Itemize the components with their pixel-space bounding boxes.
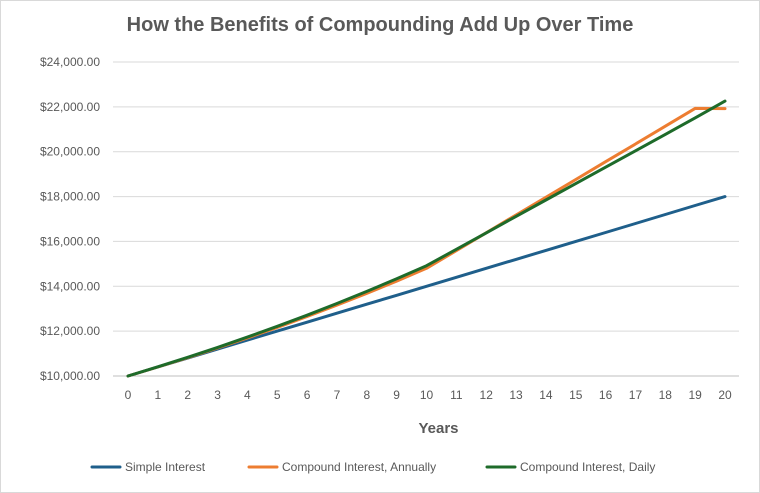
legend-label: Compound Interest, Daily xyxy=(520,460,655,474)
series-line-daily xyxy=(126,99,727,378)
gridlines xyxy=(113,61,739,332)
x-tick-label: 19 xyxy=(688,388,702,402)
x-tick-label: 6 xyxy=(304,388,311,402)
x-tick-label: 13 xyxy=(509,388,523,402)
x-tick-label: 16 xyxy=(599,388,613,402)
series-lines xyxy=(126,99,727,378)
x-tick-label: 11 xyxy=(450,388,463,402)
x-tick-label: 15 xyxy=(569,388,583,402)
x-tick-label: 2 xyxy=(184,388,191,402)
y-tick-label: $24,000.00 xyxy=(40,55,100,69)
chart-title: How the Benefits of Compounding Add Up O… xyxy=(126,14,634,36)
y-tick-label: $22,000.00 xyxy=(40,100,100,114)
legend-label: Simple Interest xyxy=(125,460,206,474)
series-line-annual xyxy=(126,106,727,378)
x-tick-label: 5 xyxy=(274,388,281,402)
y-axis-tick-labels: $10,000.00 $12,000.00 $14,000.00 $16,000.00… xyxy=(40,55,100,383)
x-tick-label: 8 xyxy=(363,388,370,402)
y-tick-label: $20,000.00 xyxy=(40,145,100,159)
y-tick-label: $10,000.00 xyxy=(40,369,100,383)
x-tick-label: 9 xyxy=(393,388,400,402)
legend: Simple Interest Compound Interest, Annual… xyxy=(90,460,655,474)
x-axis-tick-labels: 0 1 2 3 4 5 6 7 8 9 10 11 12 13 14 15 16 17 18 19 20 xyxy=(125,388,732,402)
x-tick-label: 10 xyxy=(420,388,434,402)
x-tick-label: 4 xyxy=(244,388,251,402)
y-tick-label: $12,000.00 xyxy=(40,324,100,338)
x-tick-label: 1 xyxy=(155,388,162,402)
y-tick-label: $14,000.00 xyxy=(40,279,100,293)
x-axis-title: Years xyxy=(418,420,458,437)
x-tick-label: 3 xyxy=(214,388,221,402)
y-tick-label: $18,000.00 xyxy=(40,190,100,204)
x-tick-label: 7 xyxy=(334,388,341,402)
x-tick-label: 20 xyxy=(718,388,732,402)
x-tick-label: 17 xyxy=(629,388,643,402)
x-tick-label: 0 xyxy=(125,388,132,402)
legend-label: Compound Interest, Annually xyxy=(282,460,436,474)
x-tick-label: 18 xyxy=(659,388,673,402)
x-tick-label: 14 xyxy=(539,388,553,402)
x-tick-label: 12 xyxy=(480,388,494,402)
y-tick-label: $16,000.00 xyxy=(40,234,100,248)
